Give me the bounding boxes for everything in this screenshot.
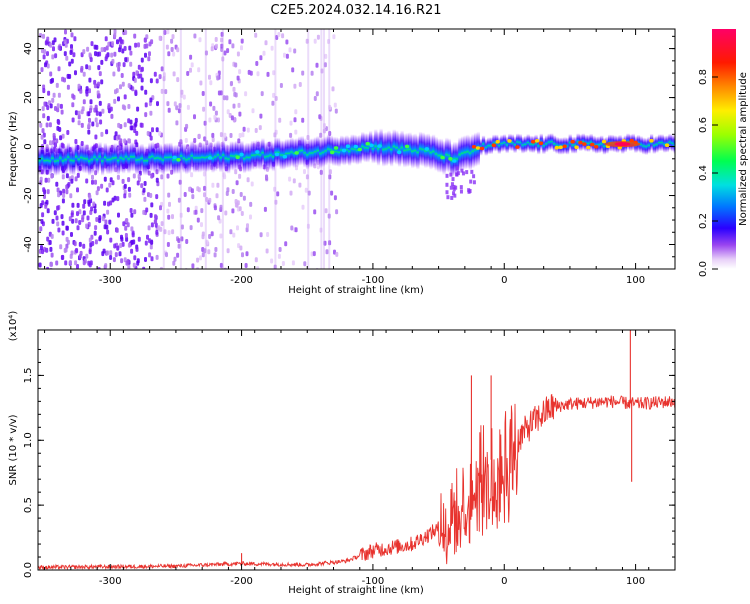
- snr-xtick-label: -300: [99, 576, 122, 587]
- colorbar: 0.0 0.2 0.4 0.6 0.8 Normalized spectral ampl…: [698, 29, 749, 277]
- snr-frame: [37, 329, 676, 571]
- snr-line: [38, 393, 675, 570]
- snr-ticks: -300 -200 -100 0 100 0.0 0.5 1.0 1.5: [23, 330, 676, 587]
- colorbar-tick-label: 0.8: [698, 69, 709, 85]
- snr-ytick-label: 0.5: [23, 497, 34, 513]
- spectrogram-heatmap: [38, 29, 675, 269]
- colorbar-tick-label: 0.4: [698, 165, 709, 181]
- snr-ylabel: SNR (10 * v/v): [8, 414, 19, 485]
- spectrogram-ytick-label: -20: [23, 187, 34, 203]
- snr-xlabel: Height of straight line (km): [288, 585, 424, 596]
- colorbar-label: Normalized spectral amplitude: [738, 72, 749, 226]
- snr-plot: [38, 330, 675, 570]
- snr-xtick-label: -100: [362, 576, 385, 587]
- spectrogram-ytick-label: -40: [23, 236, 34, 252]
- snr-xtick-label: 100: [626, 576, 645, 587]
- heatmap-band: [38, 128, 675, 178]
- colorbar-ticks: 0.0 0.2 0.4 0.6 0.8: [698, 69, 718, 277]
- snr-scale-label: (x10⁴): [8, 311, 19, 342]
- snr-panel: -300 -200 -100 0 100 0.0 0.5 1.0 1.5 Height of s…: [8, 311, 676, 596]
- colorbar-tick-label: 0.6: [698, 117, 709, 133]
- spectrogram-frame: [37, 28, 676, 270]
- snr-ytick-label: 1.0: [23, 432, 34, 448]
- spectrogram-xtick-label: 100: [626, 275, 645, 286]
- colorbar-gradient: [712, 29, 736, 269]
- spectrogram-xlabel: Height of straight line (km): [288, 285, 424, 296]
- spectrogram-ylabel: Frequency (Hz): [8, 111, 19, 187]
- spectrogram-ytick-label: 20: [23, 91, 34, 104]
- spectrogram-xtick-label: 0: [501, 275, 507, 286]
- spectrogram-xtick-label: -200: [230, 275, 253, 286]
- snr-xtick-label: 0: [501, 576, 507, 587]
- snr-ytick-label: 1.5: [23, 367, 34, 383]
- snr-xtick-label: -200: [230, 576, 253, 587]
- colorbar-tick-label: 0.0: [698, 261, 709, 277]
- spectrogram-xtick-label: -300: [99, 275, 122, 286]
- figure-title: C2E5.2024.032.14.16.R21: [270, 3, 441, 18]
- spectrogram-ytick-label: 40: [23, 42, 34, 55]
- heatmap-hotspots: [172, 138, 670, 200]
- spectrogram-ytick-label: 0: [23, 143, 34, 149]
- colorbar-tick-label: 0.2: [698, 213, 709, 229]
- spectrogram-xtick-label: -100: [362, 275, 385, 286]
- snr-ytick-label: 0.0: [23, 562, 34, 578]
